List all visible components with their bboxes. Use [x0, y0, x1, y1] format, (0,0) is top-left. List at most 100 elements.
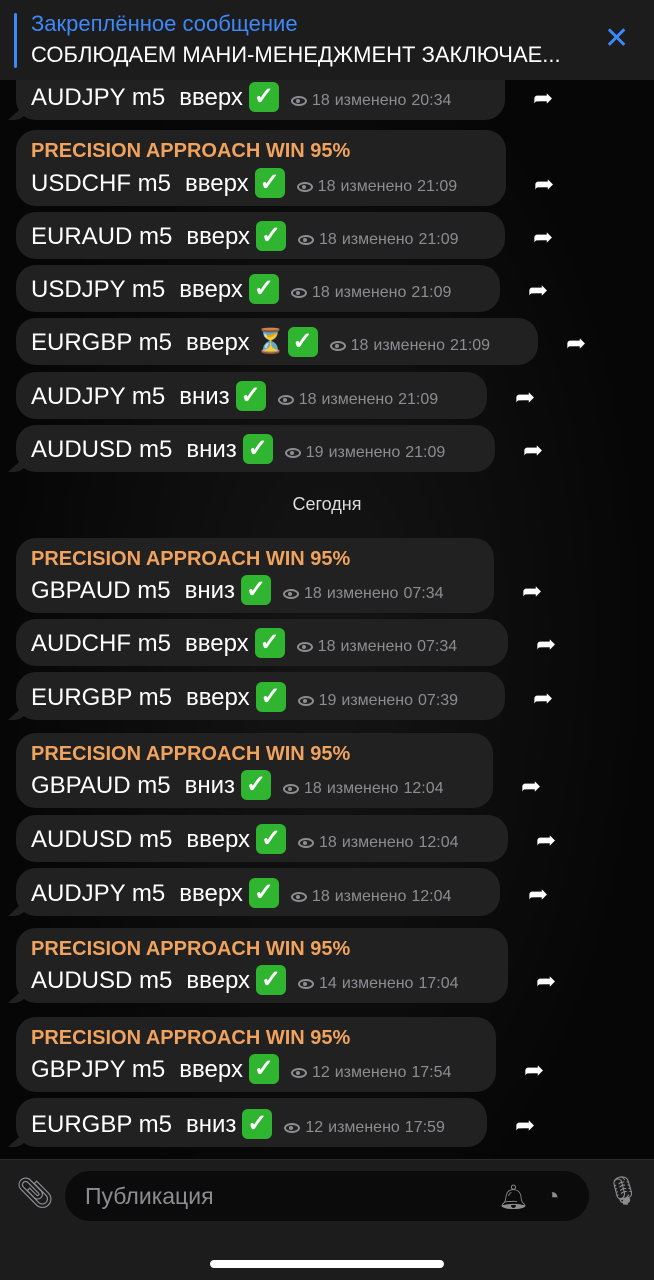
signal-pair: EURAUD m5: [31, 223, 173, 250]
message-line: EURGBP m5 вверх ⏳ ✓ 18 изменено 21:09: [31, 327, 490, 357]
eye-icon: [290, 288, 307, 298]
message-meta: 18 изменено 21:09: [298, 231, 459, 249]
message-bubble[interactable]: EURGBP m5 вверх ✓ 19 изменено 07:39: [16, 672, 505, 720]
message-time: 07:34: [403, 585, 444, 602]
signal-direction: вниз: [184, 772, 236, 799]
message-bubble[interactable]: PRECISION APPROACH WIN 95% GBPAUD m5 вни…: [16, 538, 494, 613]
message-bubble[interactable]: AUDUSD m5 вверх ✓ 18 изменено 12:04: [16, 815, 508, 862]
share-icon[interactable]: ➦: [535, 968, 557, 995]
signal-pair: AUDUSD m5: [31, 826, 173, 853]
view-count: 18: [311, 92, 330, 109]
share-icon[interactable]: ➦: [521, 578, 543, 605]
message-line: GBPAUD m5 вниз ✓ 18 изменено 12:04: [31, 770, 444, 800]
view-count: 19: [318, 692, 337, 709]
share-icon[interactable]: ➦: [527, 277, 549, 304]
message-time: 12:04: [411, 888, 452, 905]
share-icon[interactable]: ➦: [522, 437, 544, 464]
signal-pair: EURGBP m5: [31, 329, 172, 356]
message-time: 17:59: [404, 1119, 445, 1136]
edited-label: изменено: [334, 92, 407, 109]
check-mark-icon: ✓: [248, 274, 279, 304]
share-icon[interactable]: ➦: [533, 171, 555, 198]
view-count: 12: [305, 1119, 324, 1136]
edited-label: изменено: [328, 444, 401, 461]
share-icon[interactable]: ➦: [535, 631, 557, 658]
message-line: AUDUSD m5 вниз ✓ 19 изменено 21:09: [31, 434, 445, 464]
signal-direction: вниз: [186, 436, 237, 463]
share-icon[interactable]: ➦: [532, 224, 554, 251]
edited-label: изменено: [321, 391, 394, 408]
message-meta: 18 изменено 21:09: [296, 178, 457, 196]
message-meta: 12 изменено 17:59: [284, 1119, 445, 1137]
signal-pair: GBPAUD m5: [31, 772, 171, 799]
message-bubble[interactable]: PRECISION APPROACH WIN 95% GBPAUD m5 вни…: [16, 733, 493, 808]
share-icon[interactable]: ➦: [532, 85, 554, 112]
share-icon[interactable]: ➦: [514, 1112, 536, 1139]
share-icon[interactable]: ➦: [535, 827, 557, 854]
message-bubble[interactable]: EURAUD m5 вверх ✓ 18 изменено 21:09: [16, 212, 505, 259]
share-icon[interactable]: ➦: [527, 881, 549, 908]
message-time: 21:09: [450, 337, 491, 354]
message-line: AUDJPY m5 вверх ✓ 18 изменено 12:04: [31, 878, 451, 908]
message-time: 21:09: [405, 444, 446, 461]
message-meta: 18 изменено 21:09: [277, 391, 438, 409]
message-bubble[interactable]: AUDCHF m5 вверх ✓ 18 изменено 07:34: [16, 619, 508, 666]
message-header: PRECISION APPROACH WIN 95%: [31, 548, 351, 570]
bell-icon[interactable]: 🔔︎: [498, 1184, 529, 1211]
message-input[interactable]: Публикация 🔔︎ ◔: [65, 1171, 589, 1221]
message-bubble[interactable]: AUDUSD m5 вниз ✓ 19 изменено 21:09: [16, 425, 495, 472]
close-icon[interactable]: ✕: [604, 22, 630, 55]
message-bubble[interactable]: EURGBP m5 вверх ⏳ ✓ 18 изменено 21:09: [16, 318, 538, 365]
message-meta: 18 изменено 12:04: [298, 834, 459, 852]
pin-indicator: [14, 13, 17, 68]
check-mark-icon: ✓: [254, 168, 285, 198]
message-bubble[interactable]: AUDJPY m5 вниз ✓ 18 изменено 21:09: [16, 372, 487, 419]
signal-direction: вверх: [179, 84, 243, 111]
share-icon[interactable]: ➦: [532, 685, 554, 712]
message-bubble[interactable]: EURGBP m5 вниз ✓ 12 изменено 17:59: [16, 1098, 487, 1147]
view-count: 18: [319, 231, 337, 248]
eye-icon: [329, 341, 346, 351]
eye-icon: [296, 182, 313, 192]
share-icon[interactable]: ➦: [523, 1057, 545, 1084]
view-count: 18: [319, 834, 337, 851]
sticker-icon[interactable]: ◔: [545, 1183, 560, 1210]
message-bubble[interactable]: PRECISION APPROACH WIN 95% AUDUSD m5 вве…: [16, 928, 508, 1003]
view-count: 14: [319, 975, 337, 992]
microphone-icon[interactable]: 🎙︎: [605, 1175, 641, 1206]
signal-pair: GBPAUD m5: [31, 577, 171, 604]
check-mark-icon: ✓: [256, 824, 287, 854]
edited-label: изменено: [334, 888, 407, 905]
signal-pair: AUDUSD m5: [31, 436, 173, 463]
message-bubble[interactable]: PRECISION APPROACH WIN 95% USDCHF m5 вве…: [16, 130, 506, 206]
edited-label: изменено: [326, 780, 399, 797]
message-meta: 18 изменено 20:34: [290, 92, 451, 110]
message-line: AUDJPY m5 вверх ✓ 18 изменено 20:34: [31, 82, 451, 112]
message-bubble[interactable]: AUDJPY m5 вверх ✓ 18 изменено 12:04: [16, 868, 500, 916]
signal-pair: AUDJPY m5: [31, 383, 166, 410]
message-bubble[interactable]: USDJPY m5 вверх ✓ 18 изменено 21:09: [16, 265, 500, 312]
eye-icon: [298, 838, 315, 848]
pinned-message-bar[interactable]: Закреплённое сообщение СОБЛЮДАЕМ МАНИ-МЕ…: [0, 0, 654, 80]
edited-label: изменено: [373, 337, 446, 354]
share-icon[interactable]: ➦: [565, 330, 587, 357]
hourglass-icon: ⏳: [255, 328, 286, 355]
message-time: 17:04: [418, 975, 459, 992]
message-bubble[interactable]: PRECISION APPROACH WIN 95% GBPJPY m5 вве…: [16, 1017, 496, 1092]
pinned-title: Закреплённое сообщение: [31, 11, 298, 36]
paperclip-icon[interactable]: 📎︎: [16, 1177, 55, 1210]
message-meta: 19 изменено 07:39: [297, 692, 458, 710]
message-meta: 18 изменено 21:09: [329, 337, 491, 355]
share-icon[interactable]: ➦: [514, 384, 536, 411]
message-meta: 19 изменено 21:09: [284, 444, 446, 462]
signal-pair: USDJPY m5: [31, 276, 166, 303]
eye-icon: [290, 96, 307, 106]
view-count: 18: [304, 780, 322, 797]
edited-label: изменено: [341, 834, 414, 851]
signal-direction: вверх: [179, 276, 243, 303]
share-icon[interactable]: ➦: [520, 773, 542, 800]
eye-icon: [283, 589, 300, 599]
signal-pair: EURGBP m5: [31, 1111, 172, 1138]
check-mark-icon: ✓: [248, 82, 279, 112]
pinned-text: СОБЛЮДАЕМ МАНИ-МЕНЕДЖМЕНТ ЗАКЛЮЧАЕ...: [31, 42, 561, 67]
